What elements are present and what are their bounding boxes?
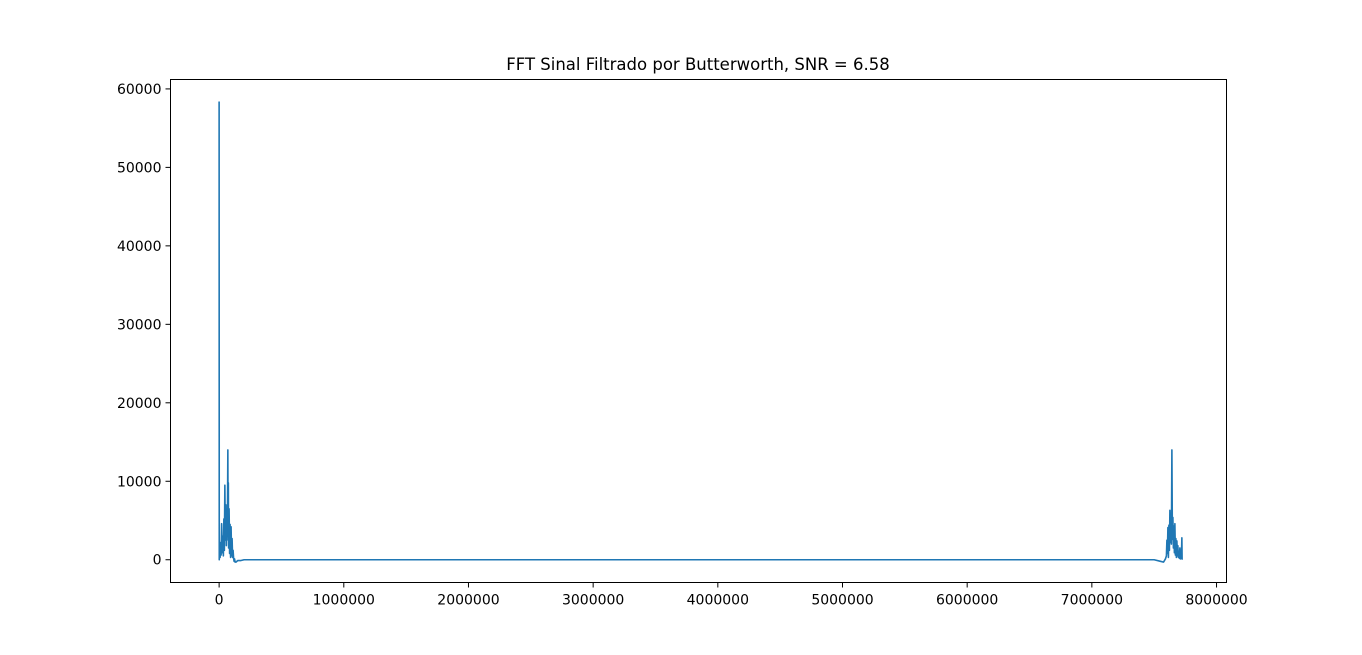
x-tick-label: 8000000 [1185,593,1247,609]
y-tick-label: 30000 [117,317,162,333]
x-tick-label: 5000000 [811,593,873,609]
y-tick-label: 60000 [117,82,162,98]
y-tick-label: 20000 [117,396,162,412]
y-tick-label: 50000 [117,160,162,176]
y-tick-label: 10000 [117,474,162,490]
y-axis: 0 10000 20000 30000 40000 50000 60000 [117,82,171,569]
x-tick-label: 4000000 [687,593,749,609]
x-axis: 0 1000000 2000000 3000000 4000000 5000000 6000… [215,582,1248,609]
x-tick-label: 3000000 [562,593,624,609]
plot-area [218,101,1183,563]
x-tick-label: 0 [215,593,224,609]
series-line-0 [218,101,1183,563]
x-tick-label: 1000000 [313,593,375,609]
y-tick-label: 0 [153,553,162,569]
x-tick-label: 7000000 [1061,593,1123,609]
x-tick-label: 2000000 [437,593,499,609]
axes-frame [170,79,1227,583]
chart-title: FFT Sinal Filtrado por Butterworth, SNR … [506,55,889,74]
x-tick-label: 6000000 [936,593,998,609]
y-tick-label: 40000 [117,239,162,255]
